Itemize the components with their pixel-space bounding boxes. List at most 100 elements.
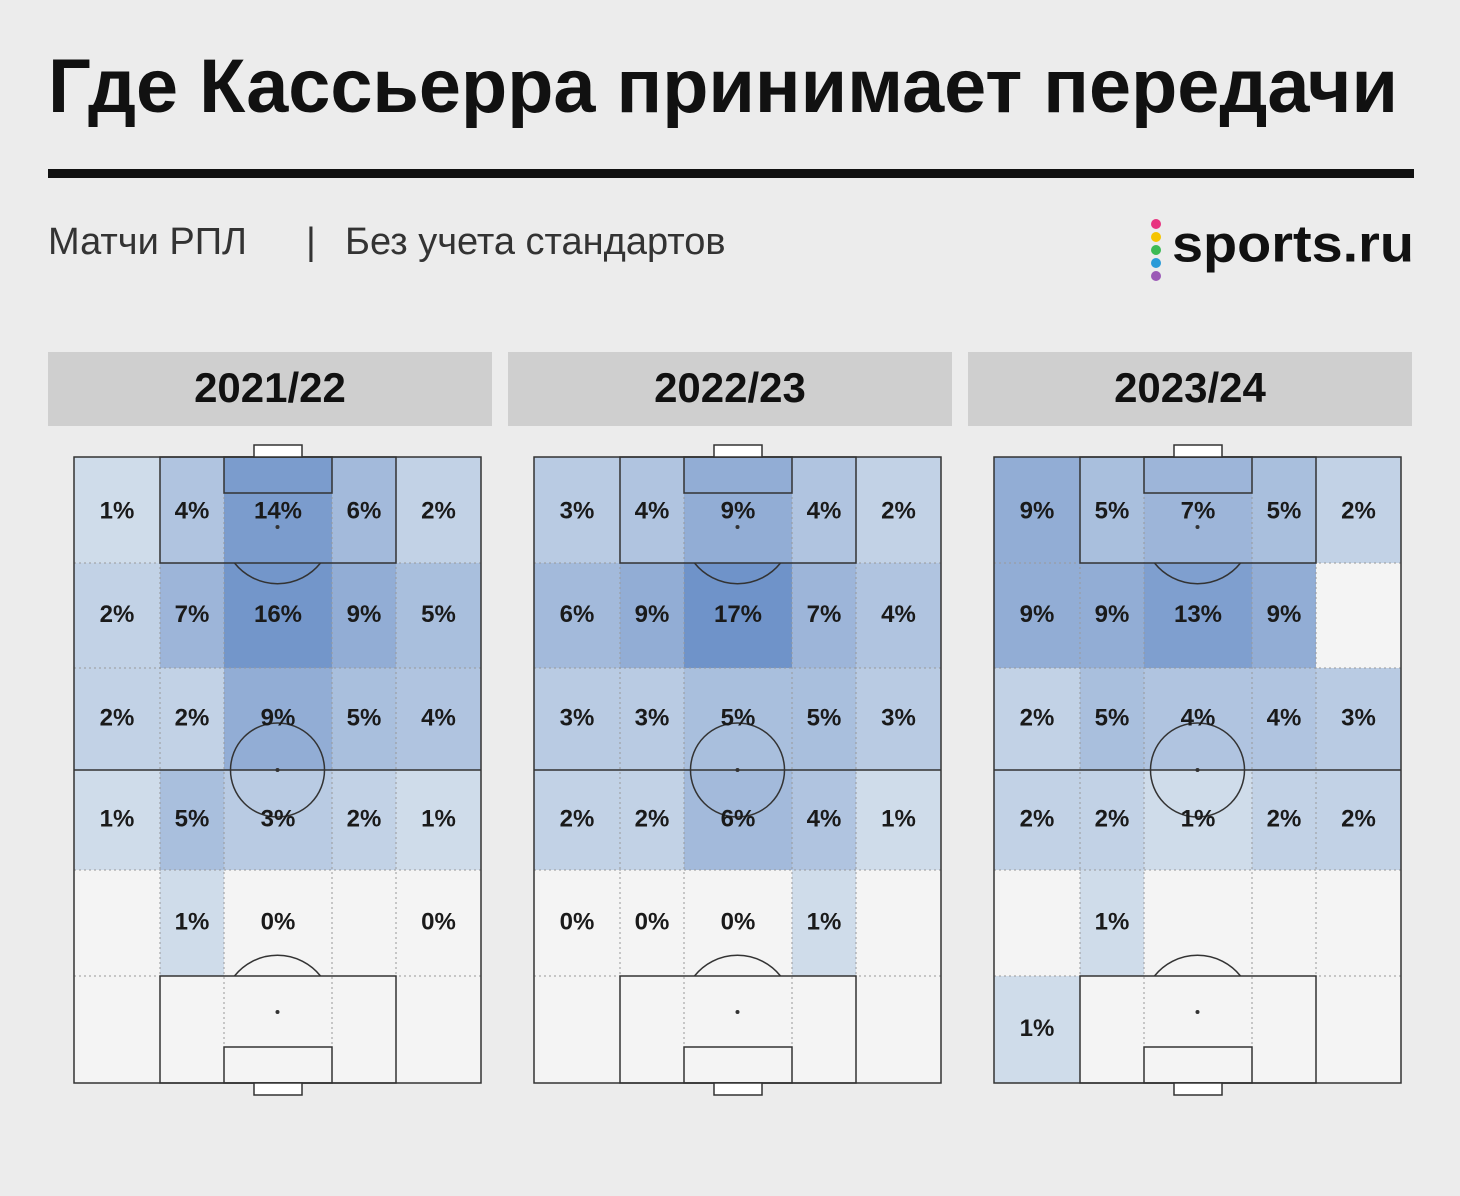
heat-cell [160,870,224,976]
cell-label: 4% [807,805,842,832]
subtitle: Без учета стандартов [345,221,726,263]
penalty-spot [275,1010,280,1014]
heat-cell [792,770,856,870]
heat-cell [1080,870,1144,976]
cell-label: 3% [881,704,916,731]
heat-cell [620,457,684,563]
cell-label: 3% [635,704,670,731]
goal [713,444,763,458]
heat-cell [620,668,684,770]
cell-label: 4% [1267,704,1302,731]
title-rule [48,169,1414,178]
cell-label: 3% [261,805,296,832]
heat-cell [1144,457,1252,563]
cell-label: 14% [254,497,302,524]
panel: 2023/24 9% 5% 7% 5% 2% 9% 9% 13% 9% 2% 5% 4% 4% 3% 2% 2%… [968,352,1412,1096]
panel-header [48,352,492,426]
cell-label: 0% [421,908,456,935]
cell-label: 4% [807,497,842,524]
heat-cell [74,563,160,668]
heat-cell [396,668,481,770]
cell-label: 2% [881,497,916,524]
cell-label: 1% [1095,908,1130,935]
cell-label: 17% [714,601,762,628]
logo-dots [1151,219,1161,281]
heat-cell [1252,563,1316,668]
heat-cell [792,563,856,668]
heat-cell [534,457,620,563]
penalty-arc [1153,954,1242,977]
cell-label: 0% [635,908,670,935]
cell-label: 9% [261,704,296,731]
cell-label: 5% [347,704,382,731]
center-spot [275,768,280,772]
cell-label: 1% [421,805,456,832]
cell-label: 4% [175,497,210,524]
cell-label: 3% [560,497,595,524]
cell-label: 1% [807,908,842,935]
panel-header [508,352,952,426]
heat-cell [1252,770,1316,870]
pitch [73,444,482,1096]
penalty-arc [233,562,322,585]
heat-cell [1080,770,1144,870]
heat-cell [224,770,332,870]
penalty-arc [233,954,322,977]
cell-label: 5% [1095,704,1130,731]
heat-cell [792,870,856,976]
cell-label: 2% [635,805,670,832]
panel-header [968,352,1412,426]
heat-cell [684,563,792,668]
heat-cell [1316,457,1401,563]
penalty-spot [735,525,740,529]
cell-label: 2% [1020,704,1055,731]
cell-label: 5% [721,704,756,731]
cell-label: 9% [1020,497,1055,524]
cell-label: 6% [721,805,756,832]
heat-cell [792,668,856,770]
heat-cell [856,457,941,563]
cell-label: 0% [721,908,756,935]
goal [1173,444,1223,458]
subtitle: Матчи РПЛ [48,221,247,263]
cell-label: 4% [635,497,670,524]
center-circle [689,722,786,818]
heat-cell [792,457,856,563]
penalty-spot [1195,1010,1200,1014]
cell-label: 5% [1267,497,1302,524]
heat-cell [534,563,620,668]
cell-label: 5% [1095,497,1130,524]
heat-cell [1080,563,1144,668]
cell-label: 0% [261,908,296,935]
penalty-arc [1153,562,1242,585]
cell-label: 1% [1020,1015,1055,1042]
cell-label: 5% [421,601,456,628]
heat-cell [1144,563,1252,668]
heat-cell [224,668,332,770]
heat-cell [534,668,620,770]
goal [1173,1082,1223,1096]
heat-cell [684,457,792,563]
heat-cell [332,668,396,770]
heat-cell [396,563,481,668]
penalty-spot [1195,525,1200,529]
logo: sports.ru [1172,216,1414,274]
heat-cell [1080,668,1144,770]
heat-cell [74,770,160,870]
cell-label: 1% [100,805,135,832]
cell-label: 6% [560,601,595,628]
heat-cell [1316,770,1401,870]
heat-cell [994,976,1080,1083]
cell-label: 7% [175,601,210,628]
cell-label: 3% [1341,704,1376,731]
center-circle [1149,722,1246,818]
heat-cell [160,457,224,563]
cell-label: 2% [175,704,210,731]
cell-label: 2% [100,601,135,628]
heat-cell [684,668,792,770]
center-spot [1195,768,1200,772]
heat-cell [332,563,396,668]
cell-label: 9% [347,601,382,628]
cell-label: 2% [421,497,456,524]
heat-cell [160,563,224,668]
